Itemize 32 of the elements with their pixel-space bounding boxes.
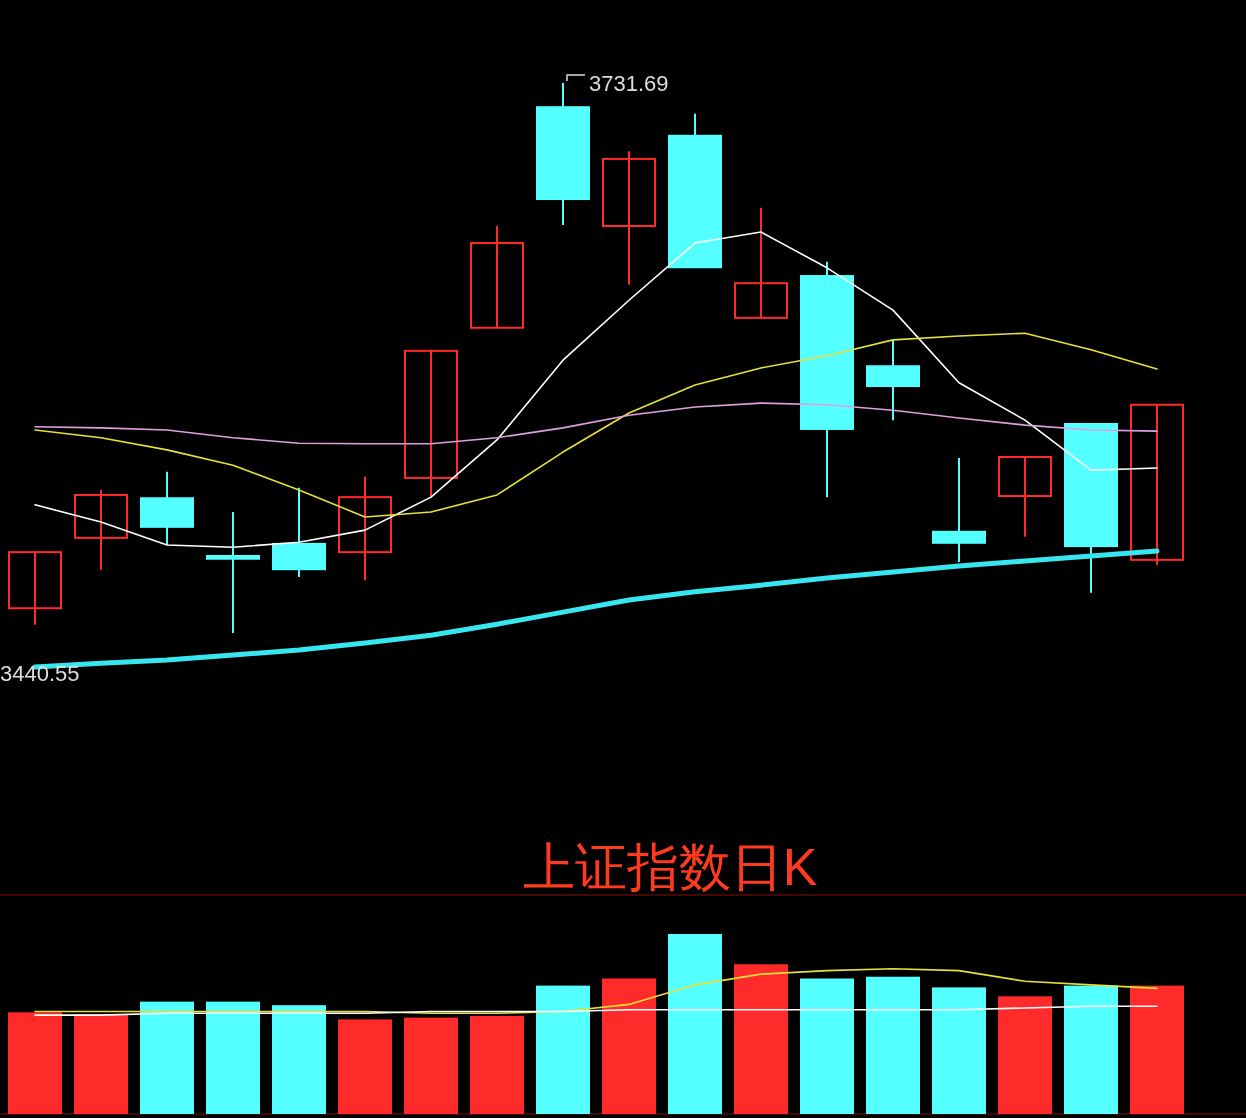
bar bbox=[932, 987, 986, 1114]
bar bbox=[998, 996, 1052, 1114]
bar bbox=[470, 1015, 524, 1114]
bar bbox=[668, 934, 722, 1114]
bar bbox=[1130, 985, 1184, 1114]
bar bbox=[8, 1012, 62, 1114]
candlestick bbox=[602, 150, 656, 286]
bar bbox=[140, 1001, 194, 1114]
candlestick bbox=[206, 511, 260, 634]
candlestick bbox=[74, 489, 128, 571]
bar bbox=[536, 985, 590, 1114]
candlestick bbox=[338, 475, 392, 582]
candlestick bbox=[932, 457, 986, 564]
candlestick bbox=[470, 225, 524, 329]
bar bbox=[206, 1001, 260, 1114]
candlestick bbox=[1130, 403, 1184, 566]
bar bbox=[272, 1005, 326, 1114]
candlestick bbox=[734, 206, 788, 319]
bar bbox=[602, 978, 656, 1114]
candlestick bbox=[998, 456, 1052, 538]
bar bbox=[338, 1019, 392, 1114]
text: 3440.55 bbox=[0, 661, 80, 687]
candlestick bbox=[404, 348, 458, 499]
candlestick bbox=[8, 551, 62, 626]
bar bbox=[734, 964, 788, 1114]
bar bbox=[866, 976, 920, 1114]
annotation: 3731.69 bbox=[589, 71, 669, 96]
text: 上证指数日K bbox=[522, 838, 818, 896]
bar bbox=[74, 1014, 128, 1114]
bar bbox=[1064, 985, 1118, 1114]
bar bbox=[404, 1017, 458, 1114]
bar bbox=[800, 978, 854, 1114]
